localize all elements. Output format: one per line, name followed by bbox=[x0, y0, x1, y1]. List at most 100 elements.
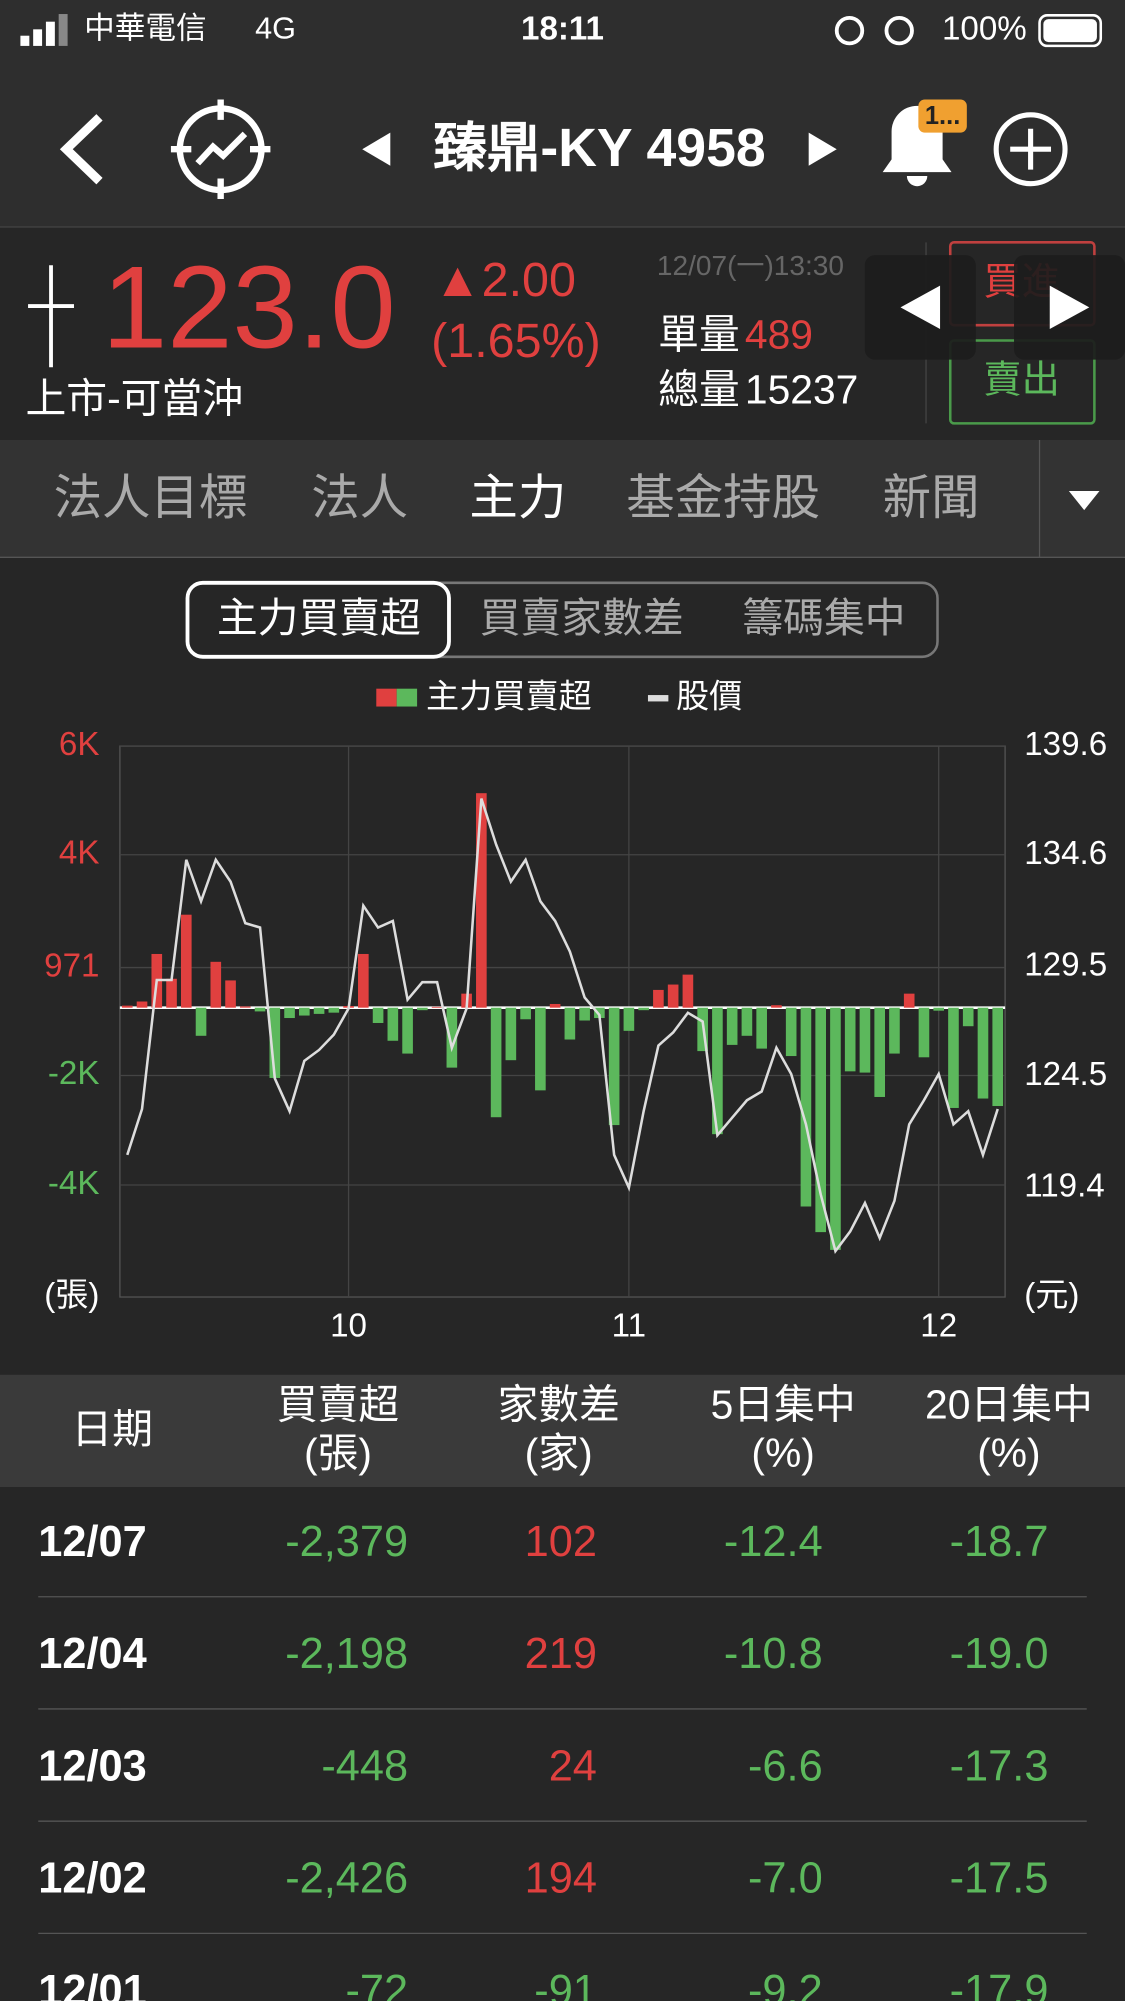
bar bbox=[535, 1007, 546, 1091]
lock-icon bbox=[834, 15, 865, 46]
x-tick-label: 11 bbox=[612, 1307, 646, 1344]
bar bbox=[180, 914, 192, 1008]
bar bbox=[210, 961, 222, 1008]
volume: 489 bbox=[745, 312, 813, 358]
bar bbox=[800, 1007, 812, 1207]
bar bbox=[756, 1007, 767, 1049]
y-tick-label: 4K bbox=[59, 835, 100, 872]
cell: -17.3 bbox=[950, 1742, 1049, 1790]
cell: -10.8 bbox=[724, 1630, 823, 1678]
tab[interactable]: 法人目標 bbox=[54, 471, 248, 525]
bar bbox=[402, 1007, 413, 1054]
column-header: 日期 bbox=[71, 1406, 153, 1452]
row-date: 12/07 bbox=[38, 1518, 147, 1566]
bar bbox=[431, 1006, 443, 1008]
bar bbox=[667, 984, 679, 1008]
bar bbox=[328, 1007, 340, 1013]
bar bbox=[741, 1007, 753, 1036]
chart-icon[interactable] bbox=[170, 99, 271, 199]
subtab[interactable]: 籌碼集中 bbox=[742, 595, 905, 641]
y2-tick-label: 139.6 bbox=[1024, 726, 1107, 763]
change-pct: (1.65%) bbox=[431, 314, 601, 368]
network: 4G bbox=[255, 12, 296, 46]
bar bbox=[594, 1007, 605, 1019]
column-header: 20日集中 bbox=[925, 1382, 1093, 1428]
row-date: 12/03 bbox=[38, 1742, 147, 1790]
legend-swatch bbox=[376, 688, 397, 707]
cell: -2,426 bbox=[285, 1855, 408, 1903]
carrier: 中華電信 bbox=[84, 12, 206, 46]
row-date: 12/04 bbox=[38, 1630, 147, 1678]
bar bbox=[446, 1007, 458, 1068]
cell: -448 bbox=[321, 1742, 408, 1790]
tab[interactable]: 基金持股 bbox=[626, 471, 820, 525]
bar bbox=[623, 1007, 635, 1031]
cell: -12.4 bbox=[724, 1518, 823, 1566]
tab[interactable]: 主力 bbox=[469, 471, 566, 525]
row-date: 12/02 bbox=[38, 1855, 147, 1903]
subtab[interactable]: 買賣家數差 bbox=[480, 595, 684, 641]
column-header: (%) bbox=[751, 1430, 814, 1476]
cell: -7.0 bbox=[748, 1855, 823, 1903]
timestamp: 12/07(一)13:30 bbox=[657, 250, 844, 281]
tab-dropdown[interactable] bbox=[1068, 491, 1100, 511]
cell: -2,379 bbox=[285, 1518, 408, 1566]
price: 123.0 bbox=[102, 241, 396, 372]
cell: 24 bbox=[549, 1742, 597, 1790]
bar bbox=[830, 1007, 841, 1250]
y-tick-label: -4K bbox=[48, 1165, 100, 1202]
bar bbox=[372, 1007, 384, 1023]
y-tick-label: 971 bbox=[44, 947, 99, 984]
bar bbox=[608, 1007, 620, 1126]
bar bbox=[977, 1007, 989, 1099]
cell: -2,198 bbox=[285, 1630, 408, 1678]
change: ▲2.00 bbox=[434, 253, 576, 307]
y-tick-label: 6K bbox=[59, 726, 100, 763]
plot-frame bbox=[119, 745, 1006, 1298]
bar bbox=[254, 1007, 266, 1012]
bar bbox=[387, 1007, 399, 1041]
cell: 219 bbox=[525, 1630, 597, 1678]
clock: 18:11 bbox=[521, 10, 604, 47]
tab[interactable]: 法人 bbox=[311, 471, 408, 525]
bar bbox=[859, 1007, 871, 1073]
add-button[interactable] bbox=[993, 112, 1068, 187]
bar bbox=[903, 993, 915, 1008]
bar bbox=[653, 989, 664, 1008]
column-header: 家數差 bbox=[497, 1382, 619, 1428]
bar bbox=[992, 1007, 1004, 1107]
subtab[interactable]: 主力買賣超 bbox=[217, 595, 421, 641]
alarm-icon bbox=[884, 15, 914, 46]
badge bbox=[918, 99, 967, 133]
next-stock[interactable] bbox=[808, 132, 837, 166]
cell: -19.0 bbox=[950, 1630, 1049, 1678]
candle-icon bbox=[28, 265, 74, 368]
signal-icon bbox=[20, 14, 68, 46]
tab[interactable]: 新聞 bbox=[883, 471, 980, 525]
badge-text: 1... bbox=[925, 102, 960, 130]
bar bbox=[712, 1007, 723, 1135]
bar bbox=[195, 1007, 207, 1036]
bar bbox=[358, 953, 369, 1008]
bar bbox=[844, 1007, 856, 1072]
cell: -6.6 bbox=[748, 1742, 823, 1790]
table-header bbox=[0, 1374, 1125, 1488]
bar bbox=[771, 1005, 782, 1008]
prev-stock[interactable] bbox=[362, 132, 391, 166]
cell: -18.7 bbox=[950, 1518, 1049, 1566]
price-line bbox=[126, 798, 999, 1254]
y2-tick-label: 124.5 bbox=[1024, 1056, 1107, 1093]
sell-text: 賣出 bbox=[983, 359, 1060, 402]
volume-label: 單量 bbox=[658, 312, 740, 358]
y2-tick-label: 119.4 bbox=[1024, 1167, 1105, 1204]
legend-swatch bbox=[647, 695, 669, 702]
bar bbox=[726, 1007, 738, 1045]
bar bbox=[166, 978, 177, 1008]
bar bbox=[284, 1007, 295, 1019]
back-button[interactable] bbox=[59, 114, 103, 185]
tab-bar bbox=[0, 439, 1125, 558]
bar bbox=[490, 1007, 502, 1118]
bar bbox=[121, 1005, 133, 1008]
